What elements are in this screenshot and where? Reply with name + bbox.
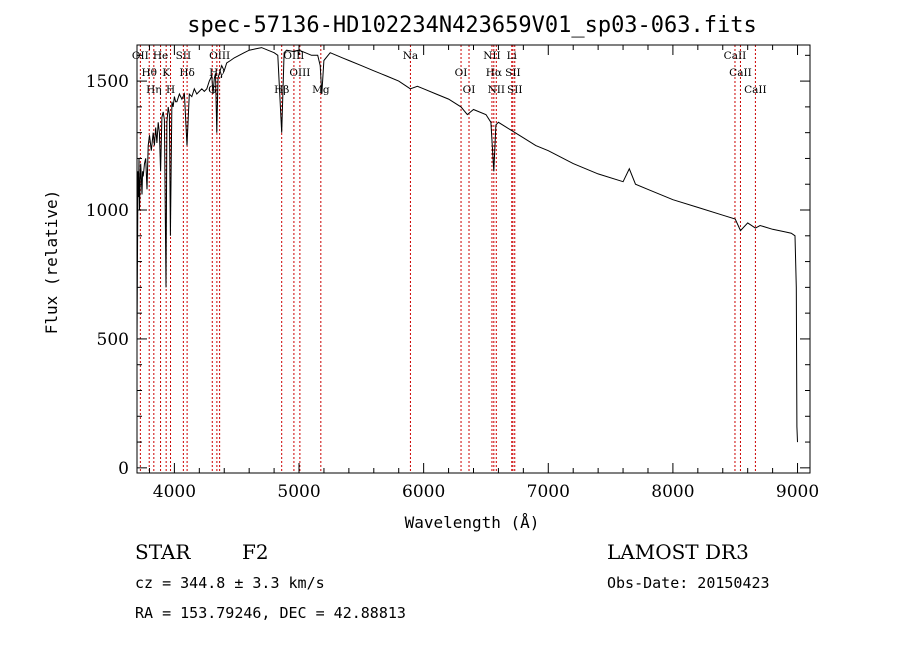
line-marker-label: Mg (312, 84, 330, 96)
line-marker-label: Hβ (274, 84, 289, 96)
survey-name: LAMOST DR3 (607, 540, 749, 564)
line-marker-labels: OIIHθHηHeKHSIIHδGOIIIHγHβOIIIOIIIMgNaOIO… (132, 50, 767, 96)
x-tick-label: 5000 (277, 482, 320, 502)
chart-title: spec-57136-HD102234N423659V01_sp03-063.f… (187, 13, 757, 38)
line-marker-label: SII (176, 50, 192, 62)
line-marker-label: Na (403, 50, 418, 62)
line-markers (139, 45, 756, 473)
line-marker-label: OI (463, 84, 476, 96)
series-line-spectrum (136, 47, 798, 443)
y-tick-label: 1000 (86, 201, 129, 221)
line-marker-label: SII (505, 67, 521, 79)
y-tick-label: 500 (97, 330, 129, 350)
line-marker-label: CaII (729, 67, 752, 79)
line-marker-label: H (166, 84, 175, 96)
x-tick-label: 9000 (776, 482, 819, 502)
line-marker-label: K (162, 67, 170, 79)
x-tick-label: 7000 (527, 482, 570, 502)
x-tick-label: 4000 (153, 482, 196, 502)
x-axis-label: Wavelength (Å) (405, 513, 540, 532)
line-marker-label: OIII (289, 67, 310, 79)
line-marker-label: Hδ (179, 67, 194, 79)
line-marker-label: Hα (486, 67, 502, 79)
line-marker-label: Hθ (141, 67, 156, 79)
line-marker-label: OIII (283, 50, 304, 62)
line-marker-label: CaII (724, 50, 747, 62)
line-marker-label: Hγ (209, 67, 224, 79)
object-class: STAR (135, 540, 191, 564)
line-marker-label: Li (507, 50, 518, 62)
x-tick-label: 8000 (651, 482, 694, 502)
y-tick-label: 1500 (86, 72, 129, 92)
line-marker-label: Hη (146, 84, 161, 96)
line-marker-label: OII (132, 50, 149, 62)
x-tick-label: 6000 (402, 482, 445, 502)
sky-coordinates: RA = 153.79246, DEC = 42.88813 (135, 604, 406, 622)
redshift-velocity: cz = 344.8 ± 3.3 km/s (135, 574, 325, 592)
line-marker-label: G (208, 84, 216, 96)
line-marker-label: OI (455, 67, 468, 79)
line-marker-label: He (153, 50, 168, 62)
line-marker-label: SII (507, 84, 523, 96)
axis-ticks: 4000 5000 6000 7000 8000 9000 0 500 1000 1500 (86, 45, 819, 502)
object-subclass: F2 (242, 540, 269, 564)
line-marker-label: OIII (209, 50, 230, 62)
line-marker-label: CaII (744, 84, 767, 96)
y-tick-label: 0 (118, 459, 129, 479)
line-marker-label: NII (483, 50, 500, 62)
y-axis-label: Flux (relative) (42, 190, 61, 335)
line-marker-label: NII (488, 84, 505, 96)
observation-date: Obs-Date: 20150423 (607, 574, 770, 592)
